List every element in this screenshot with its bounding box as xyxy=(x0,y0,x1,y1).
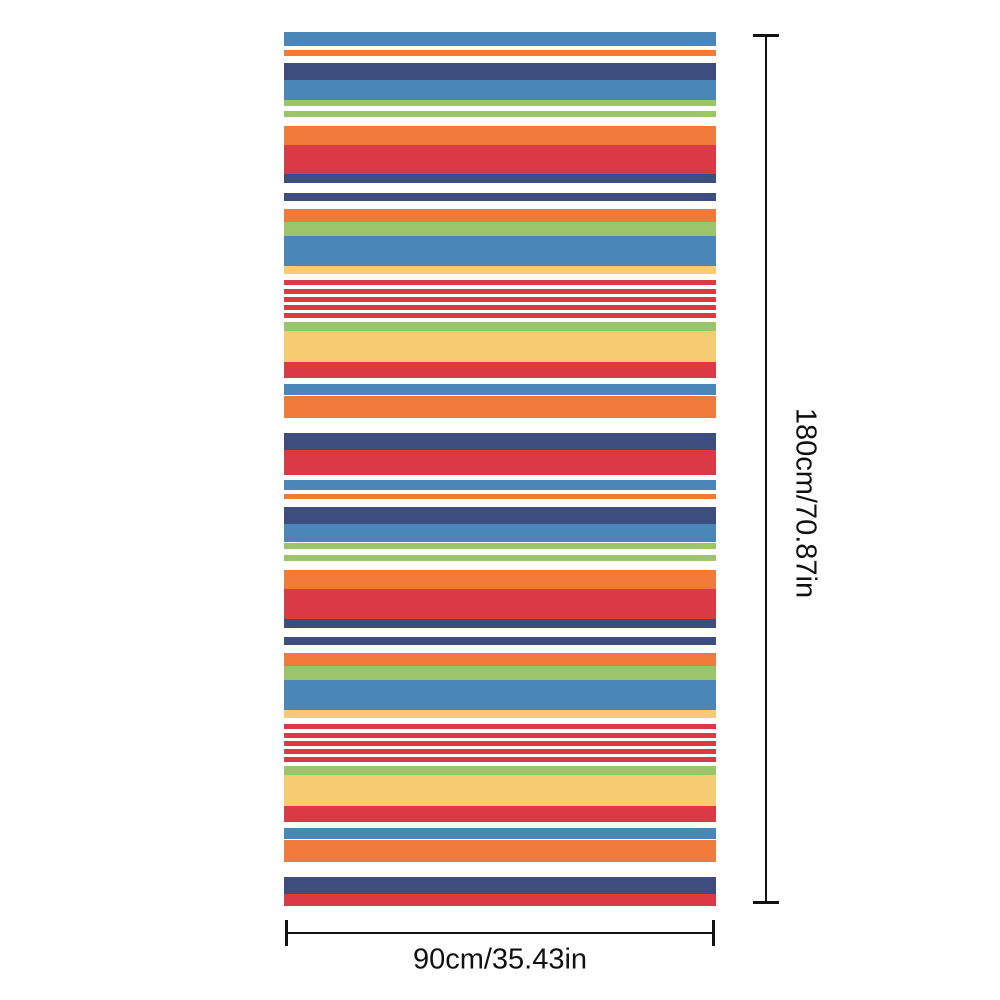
stripe-blue xyxy=(284,236,716,266)
stripe-yellow xyxy=(284,331,716,362)
width-dimension-line xyxy=(286,932,714,934)
stripe-navy xyxy=(284,877,716,894)
stripe-blue xyxy=(284,32,716,46)
stripe-red xyxy=(284,313,716,318)
width-dimension-right-cap xyxy=(712,920,715,946)
stripe-navy xyxy=(284,507,716,524)
stripe-blue xyxy=(284,524,716,542)
stripe-red xyxy=(284,280,716,285)
stripe-red xyxy=(284,741,716,746)
height-dimension-line xyxy=(765,35,767,903)
stripe-navy xyxy=(284,637,716,645)
stripe-red xyxy=(284,145,716,174)
stripe-red xyxy=(284,289,716,294)
stripe-red xyxy=(284,724,716,729)
stripe-yellow xyxy=(284,710,716,718)
stripe-orange xyxy=(284,209,716,222)
stripe-green xyxy=(284,100,716,106)
stripe-red xyxy=(284,589,716,619)
stripe-navy xyxy=(284,619,716,628)
stripe-red xyxy=(284,894,716,906)
stripe-red xyxy=(284,450,716,475)
stripe-blue xyxy=(284,680,716,710)
stripe-red xyxy=(284,757,716,762)
width-dimension-label: 90cm/35.43in xyxy=(412,943,588,976)
stripe-blue xyxy=(284,80,716,100)
stripe-blue xyxy=(284,480,716,490)
towel-pattern xyxy=(284,32,716,906)
stripe-green xyxy=(284,111,716,117)
stripe-yellow xyxy=(284,266,716,274)
height-dimension-label: 180cm/70.87in xyxy=(789,407,822,599)
stripe-green xyxy=(284,222,716,236)
stripe-green xyxy=(284,543,716,549)
stripe-yellow xyxy=(284,775,716,806)
stripe-red xyxy=(284,305,716,310)
stripe-red xyxy=(284,806,716,822)
width-dimension-left-cap xyxy=(285,920,288,946)
height-dimension-top-cap xyxy=(753,34,779,37)
stripe-orange xyxy=(284,840,716,862)
stripe-red xyxy=(284,749,716,754)
stripe-green xyxy=(284,322,716,331)
stripe-orange xyxy=(284,653,716,666)
stripe-orange xyxy=(284,396,716,418)
stripe-green xyxy=(284,555,716,561)
stripe-orange xyxy=(284,494,716,499)
stripe-green xyxy=(284,666,716,680)
stripe-red xyxy=(284,362,716,378)
stripe-navy xyxy=(284,63,716,80)
stripe-blue xyxy=(284,828,716,839)
stripe-navy xyxy=(284,193,716,201)
stripe-red xyxy=(284,733,716,738)
stripe-navy xyxy=(284,433,716,450)
height-dimension-bottom-cap xyxy=(753,901,779,904)
stripe-orange xyxy=(284,50,716,56)
stripe-green xyxy=(284,766,716,775)
stripe-blue xyxy=(284,384,716,395)
stripe-navy xyxy=(284,174,716,183)
stripe-red xyxy=(284,297,716,302)
stripe-orange xyxy=(284,570,716,589)
stripe-orange xyxy=(284,126,716,145)
